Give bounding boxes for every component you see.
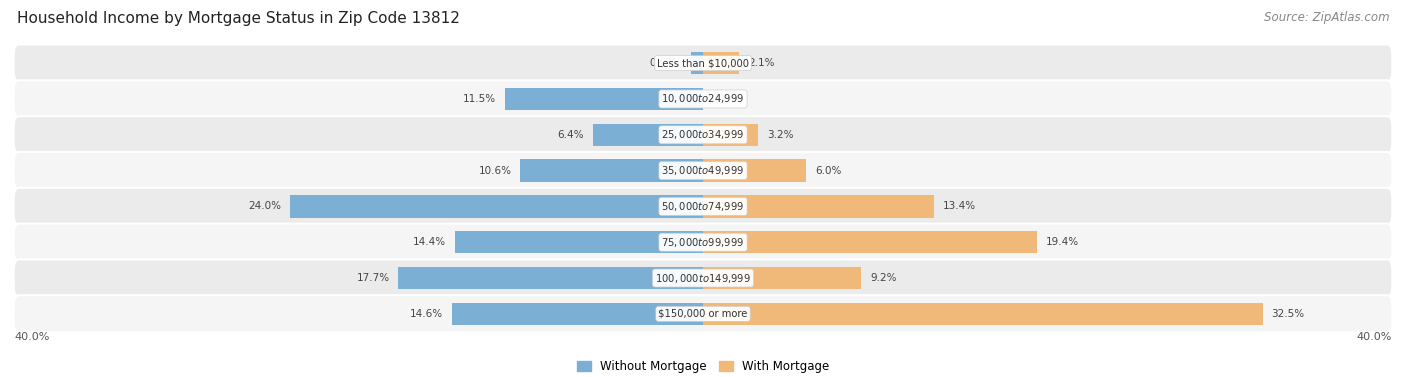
Text: 17.7%: 17.7% [356,273,389,283]
Text: 19.4%: 19.4% [1046,237,1078,247]
FancyBboxPatch shape [14,188,1392,225]
Bar [692,52,703,74]
Text: 3.2%: 3.2% [766,130,793,140]
Bar [290,195,703,218]
Bar [398,267,703,289]
Text: 32.5%: 32.5% [1271,309,1305,319]
Bar [520,159,703,182]
Text: Less than $10,000: Less than $10,000 [657,58,749,68]
Text: 6.4%: 6.4% [558,130,583,140]
Bar [703,267,862,289]
Text: 40.0%: 40.0% [14,332,49,342]
FancyBboxPatch shape [14,44,1392,82]
Bar [703,195,934,218]
Text: $150,000 or more: $150,000 or more [658,309,748,319]
Bar [451,303,703,325]
Text: 0.0%: 0.0% [711,94,738,104]
Bar [703,124,758,146]
Legend: Without Mortgage, With Mortgage: Without Mortgage, With Mortgage [572,355,834,377]
Text: 6.0%: 6.0% [815,166,841,176]
Text: $25,000 to $34,999: $25,000 to $34,999 [661,128,745,141]
Bar [505,88,703,110]
Text: 14.4%: 14.4% [413,237,446,247]
FancyBboxPatch shape [14,224,1392,261]
Text: 10.6%: 10.6% [479,166,512,176]
Bar [703,231,1038,253]
Text: 11.5%: 11.5% [463,94,496,104]
Bar [456,231,703,253]
Text: $75,000 to $99,999: $75,000 to $99,999 [661,236,745,249]
Bar [703,303,1263,325]
Text: Household Income by Mortgage Status in Zip Code 13812: Household Income by Mortgage Status in Z… [17,11,460,26]
Text: 40.0%: 40.0% [1357,332,1392,342]
Bar [703,159,807,182]
Text: 24.0%: 24.0% [247,201,281,211]
FancyBboxPatch shape [14,259,1392,297]
FancyBboxPatch shape [14,152,1392,189]
FancyBboxPatch shape [14,116,1392,153]
Text: 9.2%: 9.2% [870,273,897,283]
Bar [703,52,740,74]
Text: 14.6%: 14.6% [409,309,443,319]
FancyBboxPatch shape [14,80,1392,118]
Text: $100,000 to $149,999: $100,000 to $149,999 [655,271,751,285]
Text: $35,000 to $49,999: $35,000 to $49,999 [661,164,745,177]
Text: 2.1%: 2.1% [748,58,775,68]
FancyBboxPatch shape [14,295,1392,333]
Bar [593,124,703,146]
Text: 0.67%: 0.67% [650,58,683,68]
Text: $50,000 to $74,999: $50,000 to $74,999 [661,200,745,213]
Text: Source: ZipAtlas.com: Source: ZipAtlas.com [1264,11,1389,24]
Text: $10,000 to $24,999: $10,000 to $24,999 [661,92,745,106]
Text: 13.4%: 13.4% [942,201,976,211]
